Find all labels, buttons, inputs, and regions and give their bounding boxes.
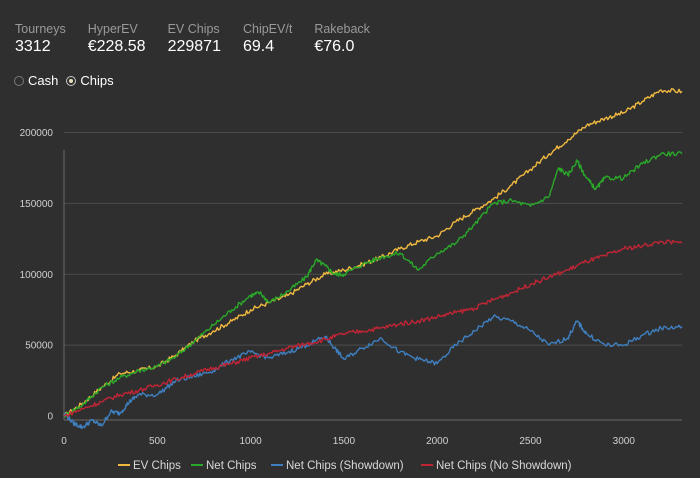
radio-cash[interactable]: Cash [14, 73, 58, 88]
x-tick-label: 3000 [613, 436, 636, 447]
chart-legend: EV Chips Net Chips Net Chips (Showdown) Net… [118, 460, 572, 472]
radio-checked-icon [66, 75, 77, 86]
radio-unchecked-icon [14, 75, 24, 86]
series-line-1 [63, 151, 683, 418]
chart-axes: 0 50000 100000 150000 200000 0 500 1000 1500 2000… [20, 128, 682, 447]
stat-label: HyperEV [87, 22, 138, 36]
legend-label: Net Chips (No Showdown) [436, 460, 572, 472]
legend-label: Net Chips (Showdown) [286, 460, 404, 472]
stat-label: Rakeback [314, 22, 370, 36]
y-tick-label: 0 [47, 412, 53, 423]
y-tick-label: 150000 [20, 199, 54, 210]
stat-label: Tourneys [15, 22, 66, 36]
x-tick-label: 1500 [333, 436, 356, 447]
stat-chipev-per-tourney: ChipEV/t 69.4 [243, 22, 292, 56]
series-line-2 [63, 314, 683, 430]
y-tick-label: 100000 [20, 270, 54, 281]
y-tick-label: 50000 [25, 341, 53, 352]
stat-value: 229871 [167, 38, 221, 55]
legend-label: EV Chips [133, 460, 181, 472]
series-line-3 [63, 239, 683, 418]
chart-series [63, 88, 683, 430]
x-tick-label: 500 [149, 436, 166, 447]
radio-cash-label: Cash [28, 73, 59, 88]
stat-value: 3312 [15, 38, 51, 55]
y-tick-label: 200000 [20, 128, 54, 139]
x-tick-label: 2500 [519, 436, 542, 447]
stat-label: EV Chips [167, 22, 220, 36]
stat-value: €76.0 [314, 38, 355, 55]
stat-tourneys: Tourneys 3312 [15, 22, 66, 56]
chart-grid [64, 132, 682, 346]
radio-chips[interactable]: Chips [66, 73, 114, 88]
stat-rakeback: Rakeback €76.0 [314, 22, 370, 56]
stats-bar: Tourneys 3312 HyperEV €228.58 EV Chips 2… [15, 22, 392, 56]
mode-toggle: Cash Chips [14, 73, 122, 88]
x-tick-label: 0 [61, 436, 67, 447]
radio-chips-label: Chips [80, 73, 114, 88]
stat-value: €228.58 [87, 38, 146, 55]
x-tick-label: 2000 [426, 436, 449, 447]
stat-value: 69.4 [242, 38, 275, 55]
x-tick-label: 1000 [239, 436, 262, 447]
legend-label: Net Chips [206, 460, 257, 472]
stat-hyperev: HyperEV €228.58 [88, 22, 146, 56]
stat-ev-chips: EV Chips 229871 [168, 22, 221, 56]
stat-label: ChipEV/t [242, 22, 293, 36]
